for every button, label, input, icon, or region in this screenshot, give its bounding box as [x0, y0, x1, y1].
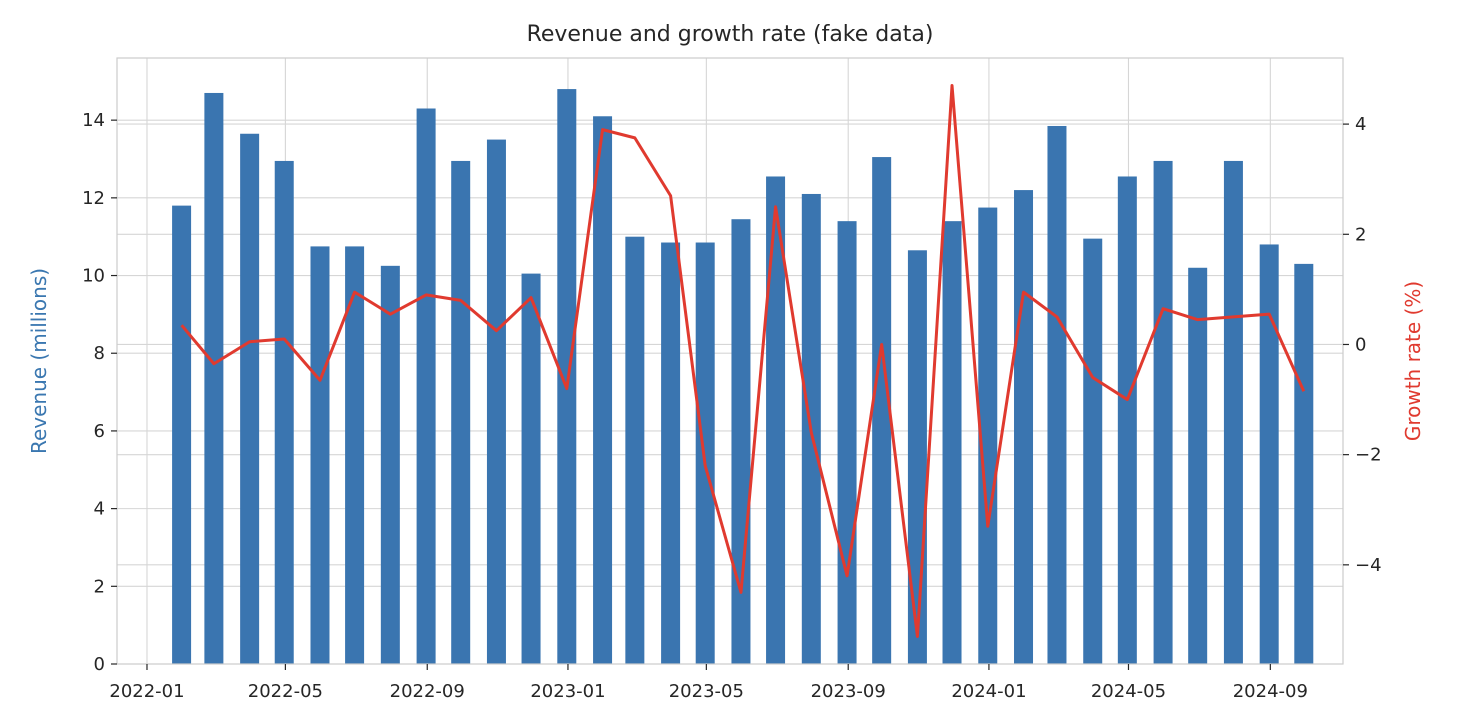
x-axis-ticks: 2022-01 2022-05 2022-09 2023-01 2023-05 2023-… — [109, 664, 1308, 702]
revenue-bar — [872, 157, 892, 664]
revenue-bar — [451, 160, 471, 664]
x-tick-label: 2023-05 — [669, 681, 744, 702]
revenue-bar — [345, 246, 365, 664]
right-tick-label: −4 — [1355, 555, 1382, 576]
right-tick-label: 0 — [1355, 334, 1366, 355]
revenue-bar — [593, 116, 613, 664]
revenue-bar — [766, 176, 786, 665]
revenue-bar — [521, 273, 541, 664]
revenue-bar — [416, 108, 436, 664]
revenue-bar — [1259, 244, 1279, 664]
plot-frame — [116, 57, 1344, 665]
left-axis-ticks: 0 2 4 6 8 10 12 14 — [82, 110, 117, 675]
revenue-bar — [204, 92, 224, 664]
x-tick-label: 2024-05 — [1091, 681, 1166, 702]
revenue-bar — [1047, 125, 1067, 665]
revenue-bars — [172, 89, 1314, 665]
left-tick-label: 12 — [82, 188, 105, 209]
right-tick-label: 4 — [1355, 114, 1366, 135]
revenue-bar — [1223, 160, 1243, 664]
revenue-bar — [274, 160, 294, 664]
revenue-bar — [310, 246, 330, 664]
revenue-bar — [978, 207, 998, 664]
revenue-bar — [837, 221, 857, 664]
growth-line-layer — [180, 84, 1306, 638]
revenue-bar — [172, 205, 192, 664]
x-tick-label: 2024-09 — [1233, 681, 1308, 702]
x-tick-label: 2022-05 — [248, 681, 323, 702]
revenue-bar — [380, 265, 400, 664]
left-tick-label: 2 — [94, 576, 105, 597]
left-tick-label: 4 — [94, 499, 105, 520]
revenue-bar — [907, 250, 927, 665]
chart-title: Revenue and growth rate (fake data) — [527, 22, 934, 47]
revenue-bar — [1083, 238, 1103, 664]
left-tick-label: 8 — [94, 343, 105, 364]
revenue-bar — [942, 221, 962, 664]
x-tick-label: 2023-09 — [811, 681, 886, 702]
left-tick-label: 6 — [94, 421, 105, 442]
right-axis-label: Growth rate (%) — [1401, 281, 1425, 441]
growth-line — [180, 84, 1306, 638]
x-tick-label: 2022-09 — [390, 681, 465, 702]
revenue-bar — [1014, 190, 1034, 664]
right-tick-label: −2 — [1355, 445, 1382, 466]
left-tick-label: 0 — [94, 654, 105, 675]
revenue-bar — [1188, 267, 1208, 664]
left-axis-label: Revenue (millions) — [27, 268, 51, 454]
x-tick-label: 2022-01 — [109, 681, 184, 702]
x-tick-label: 2024-01 — [951, 681, 1026, 702]
revenue-bar — [1294, 263, 1314, 664]
revenue-bar — [695, 242, 715, 664]
revenue-bar — [557, 89, 577, 664]
right-axis-ticks: 4 2 0 −2 −4 — [1343, 114, 1382, 576]
revenue-bar — [486, 139, 506, 664]
left-tick-label: 14 — [82, 110, 105, 131]
revenue-bar — [731, 219, 751, 664]
revenue-bar — [1153, 160, 1173, 664]
revenue-bar — [240, 133, 260, 664]
x-tick-label: 2023-01 — [530, 681, 605, 702]
right-tick-label: 2 — [1355, 224, 1366, 245]
revenue-bar — [1117, 176, 1137, 665]
left-tick-label: 10 — [82, 266, 105, 287]
revenue-bar — [661, 242, 681, 664]
revenue-bar — [625, 236, 645, 664]
